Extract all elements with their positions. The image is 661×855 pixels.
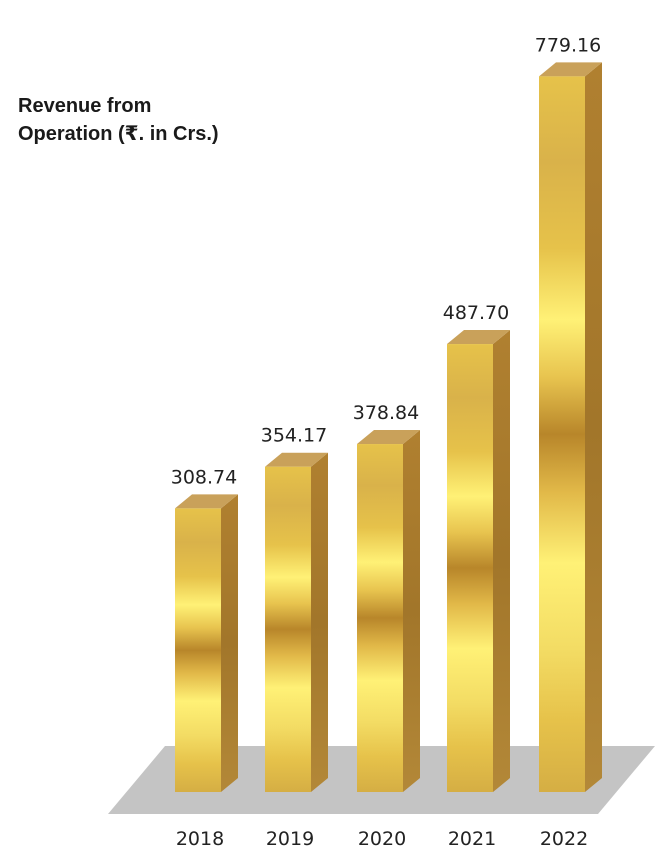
- bar-top: [539, 62, 602, 77]
- bar-2021: [447, 330, 510, 792]
- bar-front: [447, 344, 493, 792]
- chart-title-line-2: Operation (₹. in Crs.): [18, 123, 219, 145]
- bar-2019: [265, 452, 328, 792]
- data-label-2021: 487.70: [443, 302, 509, 324]
- bar-top: [265, 452, 328, 467]
- x-tick-label-2019: 2019: [266, 828, 314, 850]
- bar-side: [493, 330, 510, 792]
- chart-title-line-1: Revenue from: [18, 95, 152, 117]
- bar-front: [357, 444, 403, 792]
- data-label-2022: 779.16: [535, 34, 601, 56]
- bar-2020: [357, 430, 420, 792]
- x-tick-label-2021: 2021: [448, 828, 496, 850]
- x-tick-label-2018: 2018: [176, 828, 224, 850]
- chart-title: Revenue from Operation (₹. in Crs.): [18, 92, 318, 148]
- data-label-2020: 378.84: [353, 402, 419, 424]
- bar-side: [403, 430, 420, 792]
- bar-front: [265, 466, 311, 792]
- x-tick-label-2022: 2022: [540, 828, 588, 850]
- bar-2022: [539, 62, 602, 792]
- x-tick-label-2020: 2020: [358, 828, 406, 850]
- bar-2018: [175, 494, 238, 792]
- bar-top: [175, 494, 238, 509]
- bar-front: [175, 508, 221, 792]
- bar-side: [311, 452, 328, 792]
- bar-side: [585, 62, 602, 792]
- bar-top: [447, 330, 510, 345]
- data-label-2018: 308.74: [171, 466, 237, 488]
- data-label-2019: 354.17: [261, 425, 327, 447]
- bar-front: [539, 76, 585, 792]
- bar-top: [357, 430, 420, 445]
- bar-side: [221, 494, 238, 792]
